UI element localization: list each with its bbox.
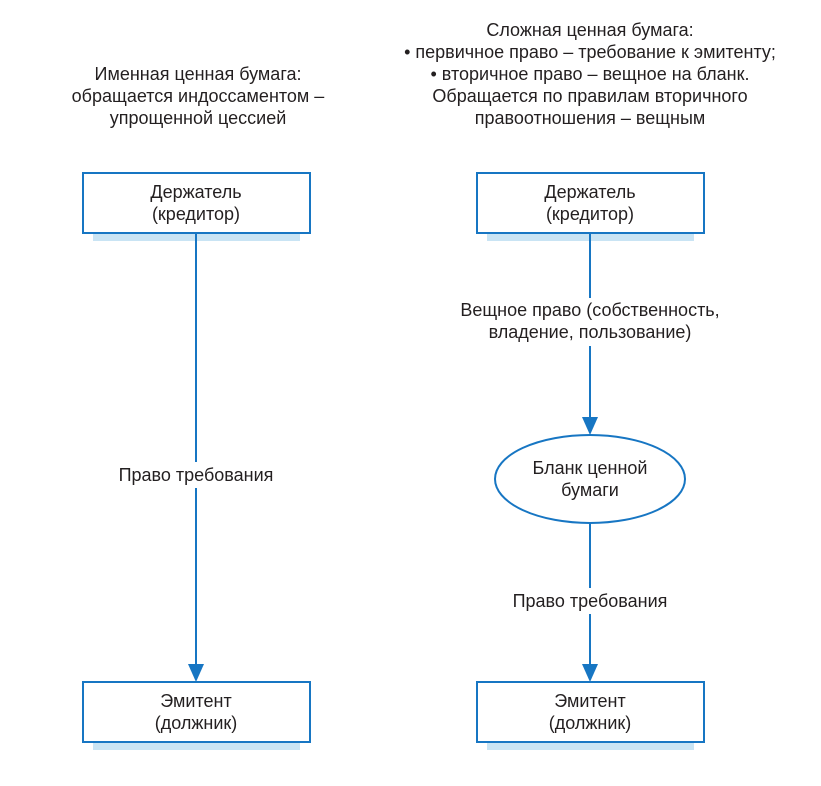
right-title-line-2: • первичное право – требование к эмитент…: [404, 42, 776, 62]
left-issuer-line-2: (должник): [155, 713, 238, 733]
right-ellipse: [495, 435, 685, 523]
left-issuer-line-1: Эмитент: [160, 691, 231, 711]
right-issuer-line-1: Эмитент: [554, 691, 625, 711]
right-title-line-4: Обращается по правилам вторичного: [432, 86, 747, 106]
left-title-line-2: обращается индоссаментом –: [72, 86, 325, 106]
left-arrow-head: [188, 664, 204, 682]
left-holder-line-2: (кредитор): [152, 204, 240, 224]
right-arrow1-head: [582, 417, 598, 435]
right-arrow1-label-line-1: Вещное право (собственность,: [460, 300, 719, 320]
right-holder-line-2: (кредитор): [546, 204, 634, 224]
right-ellipse-line-2: бумаги: [561, 480, 619, 500]
left-title-line-3: упрощенной цессией: [110, 108, 287, 128]
left-arrow-label: Право требования: [119, 465, 274, 485]
right-issuer-line-2: (должник): [549, 713, 632, 733]
right-holder-line-1: Держатель: [544, 182, 635, 202]
right-arrow2-head: [582, 664, 598, 682]
right-arrow2-label: Право требования: [513, 591, 668, 611]
left-title-line-1: Именная ценная бумага:: [95, 64, 302, 84]
right-title-line-5: правоотношения – вещным: [475, 108, 706, 128]
right-ellipse-line-1: Бланк ценной: [532, 458, 647, 478]
left-holder-line-1: Держатель: [150, 182, 241, 202]
diagram-canvas: Именная ценная бумага: обращается индосс…: [0, 0, 821, 786]
right-title-line-1: Сложная ценная бумага:: [486, 20, 693, 40]
right-arrow1-label-line-2: владение, пользование): [489, 322, 692, 342]
right-title-line-3: • вторичное право – вещное на бланк.: [430, 64, 749, 84]
